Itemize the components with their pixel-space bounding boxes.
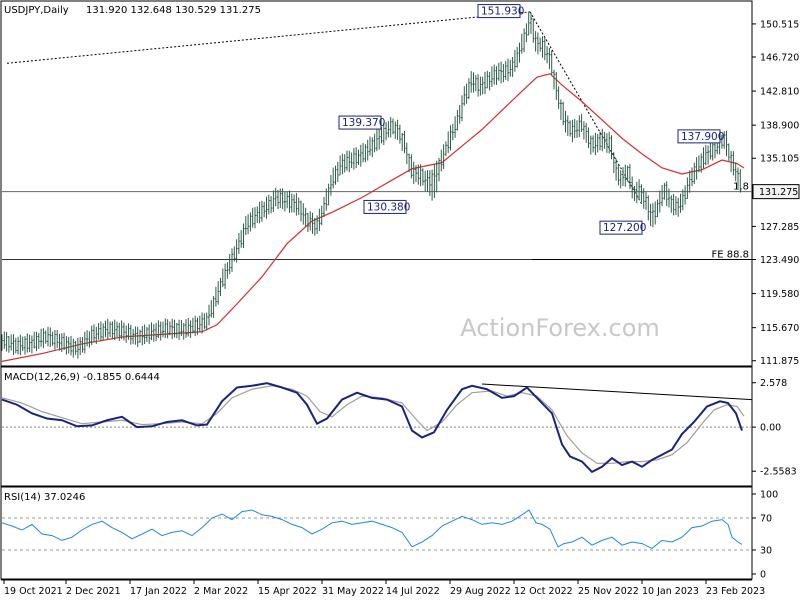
price-annotation-box xyxy=(477,4,521,19)
price-y-tick-label: 123.490 xyxy=(760,255,799,266)
price-y-tick-label: 138.900 xyxy=(760,121,799,132)
price-y-tick-label: 111.875 xyxy=(760,356,799,367)
rsi-y-tick-label: 100 xyxy=(760,490,778,501)
price-annotation-label: 127.200 xyxy=(603,222,646,234)
x-tick-label: 14 Jul 2022 xyxy=(386,586,440,597)
rsi-y-tick-label: 0 xyxy=(760,570,766,581)
price-level-label: FE 88.8 xyxy=(711,249,749,260)
x-tick-label: 23 Feb 2023 xyxy=(706,586,765,597)
current-price-label: 131.275 xyxy=(759,187,798,198)
price-annotation-label: 139.370 xyxy=(342,117,385,129)
price-trendline xyxy=(6,11,531,64)
price-annotation-box xyxy=(363,199,407,214)
current-price-box xyxy=(752,184,800,200)
price-annotation-box xyxy=(599,220,643,235)
price-annotation-label: 151.930 xyxy=(481,6,524,18)
price-level-label: 1.8 xyxy=(733,182,749,193)
rsi-panel: RSI(14) 37.0246 100 70 30 0 xyxy=(0,486,778,581)
x-tick-label: 17 Jan 2022 xyxy=(130,586,187,597)
macd-y-tick-label: 0.00 xyxy=(760,423,781,434)
macd-y-tick-label: -2.5583 xyxy=(760,467,797,478)
x-tick-label: 10 Jan 2023 xyxy=(642,586,699,597)
watermark: ActionForex.com xyxy=(460,314,660,342)
price-y-tick-label: 119.580 xyxy=(760,289,799,300)
signal-line xyxy=(1,385,745,464)
macd-title: MACD(12,26,9) -0.1855 0.6444 xyxy=(4,372,160,383)
x-tick-label: 15 Apr 2022 xyxy=(258,586,317,597)
price-panel: ActionForex.com 151.930 139.370 130.380 137… xyxy=(0,0,800,367)
price-y-tick-label: 115.670 xyxy=(760,323,799,334)
price-ohlc: 131.920 132.648 130.529 131.275 xyxy=(86,5,261,16)
price-y-tick-label: 146.720 xyxy=(760,52,799,63)
macd-panel: MACD(12,26,9) -0.1855 0.6444 2.578 0.00 -2… xyxy=(0,366,797,487)
rsi-line xyxy=(1,509,743,549)
price-annotation-label: 137.900 xyxy=(681,131,724,143)
x-tick-label: 29 Aug 2022 xyxy=(450,586,511,597)
x-tick-label: 2 Dec 2021 xyxy=(66,586,121,597)
x-axis: 19 Oct 2021 2 Dec 2021 17 Jan 2022 2 Mar 20… xyxy=(1,579,765,597)
price-annotation-box xyxy=(338,115,382,130)
x-tick-label: 2 Mar 2022 xyxy=(194,586,248,597)
rsi-title: RSI(14) 37.0246 xyxy=(4,492,85,503)
price-y-tick-label: 127.285 xyxy=(760,222,799,233)
x-tick-label: 12 Oct 2022 xyxy=(514,586,573,597)
x-tick-label: 25 Nov 2022 xyxy=(578,586,639,597)
macd-y-tick-label: 2.578 xyxy=(760,378,787,389)
rsi-y-tick-label: 70 xyxy=(760,514,772,525)
price-y-tick-label: 135.105 xyxy=(760,154,799,165)
price-y-tick-label: 142.810 xyxy=(760,87,799,98)
price-y-tick-label: 150.515 xyxy=(760,19,799,30)
rsi-y-tick-label: 30 xyxy=(760,546,772,557)
macd-line xyxy=(1,382,743,474)
price-annotation-box xyxy=(677,129,721,144)
x-tick-label: 19 Oct 2021 xyxy=(4,586,63,597)
x-tick-label: 31 May 2022 xyxy=(322,586,384,597)
price-title: USDJPY,Daily xyxy=(4,5,69,16)
price-annotation-label: 130.380 xyxy=(367,201,410,213)
